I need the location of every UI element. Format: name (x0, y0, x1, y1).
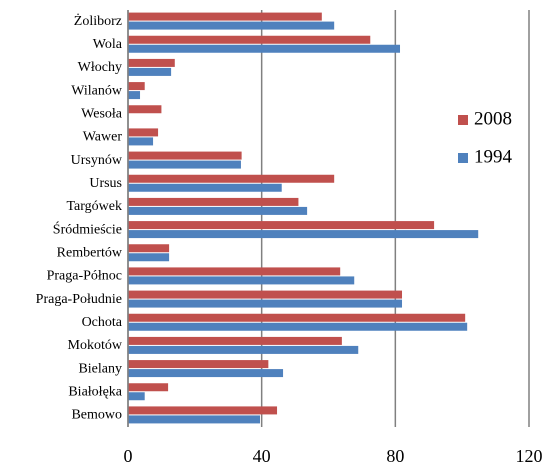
y-tick-label: Wawer (83, 130, 123, 145)
y-tick-label: Praga-Południe (36, 292, 122, 307)
y-tick-label: Śródmieście (53, 220, 122, 237)
bar (128, 206, 308, 215)
bar (128, 197, 299, 206)
y-tick-label: Wesoła (81, 106, 123, 121)
x-tick-label: 120 (516, 446, 543, 466)
y-tick-label: Bielany (78, 361, 122, 376)
y-tick-label: Wilanów (71, 83, 123, 98)
bar (128, 290, 403, 299)
x-tick-label: 80 (386, 446, 404, 466)
y-tick-label: Białołęka (68, 384, 122, 399)
y-tick-label: Wola (93, 37, 123, 52)
bar (128, 369, 284, 378)
bar (128, 58, 175, 67)
legend-swatch (458, 153, 468, 163)
bar (128, 174, 335, 183)
bar (128, 415, 260, 424)
bar (128, 299, 403, 308)
bar (128, 336, 342, 345)
y-tick-label: Żoliborz (74, 13, 122, 29)
bar (128, 160, 241, 169)
bar (128, 221, 435, 230)
bar (128, 230, 479, 239)
bar (128, 244, 170, 253)
bar (128, 91, 141, 100)
bar (128, 276, 355, 285)
bar (128, 267, 341, 276)
bar (128, 313, 466, 322)
bar (128, 360, 269, 369)
y-tick-label: Ursynów (71, 153, 123, 168)
y-tick-label: Włochy (78, 60, 122, 75)
bar (128, 383, 169, 392)
bar (128, 12, 322, 21)
bar (128, 82, 145, 91)
legend-label: 1994 (474, 146, 513, 167)
bar (128, 151, 242, 160)
bar (128, 21, 335, 30)
bar (128, 253, 170, 262)
y-tick-label: Ochota (82, 315, 123, 330)
legend-label: 2008 (474, 108, 512, 129)
bar (128, 183, 282, 192)
bar (128, 105, 162, 114)
bar (128, 392, 145, 401)
bar (128, 44, 401, 53)
y-tick-label: Ursus (89, 176, 122, 191)
bar (128, 322, 468, 331)
bar (128, 67, 172, 76)
y-tick-label: Bemowo (71, 408, 122, 423)
x-tick-label: 40 (253, 446, 271, 466)
bar (128, 137, 154, 146)
y-tick-label: Rembertów (57, 245, 123, 260)
bar (128, 406, 278, 415)
bar (128, 128, 159, 137)
bar (128, 345, 359, 354)
y-tick-label: Targówek (66, 199, 122, 214)
x-tick-label: 0 (124, 446, 133, 466)
y-tick-label: Mokotów (68, 338, 123, 353)
bar (128, 35, 371, 44)
legend-swatch (458, 115, 468, 125)
y-tick-label: Praga-Północ (47, 269, 122, 284)
